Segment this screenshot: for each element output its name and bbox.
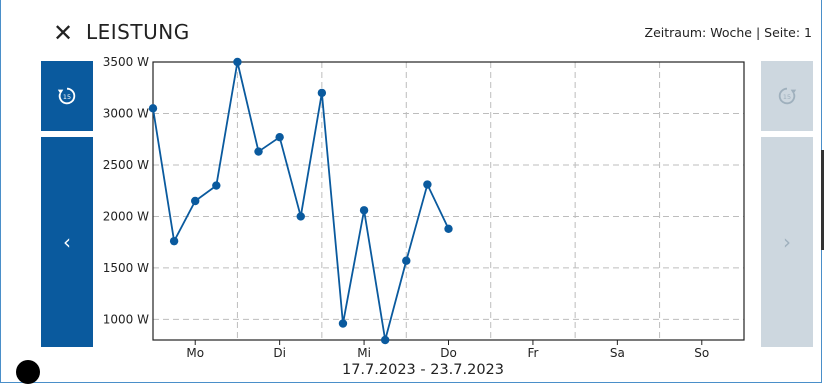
- data-point: [296, 212, 305, 221]
- x-tick-label: Di: [273, 346, 286, 360]
- y-tick-label: 1500 W: [103, 261, 149, 275]
- data-point: [191, 196, 200, 206]
- data-point: [338, 319, 348, 328]
- status-dot: [16, 360, 40, 384]
- data-point: [169, 236, 179, 246]
- y-tick-label: 2000 W: [103, 209, 149, 223]
- x-tick-label: Fr: [527, 346, 538, 360]
- previous-week-button[interactable]: ‹: [41, 137, 93, 347]
- x-tick-label: Mi: [357, 346, 371, 360]
- x-tick-label: Mo: [186, 346, 204, 360]
- history-back-icon: 15: [57, 87, 76, 105]
- y-tick-label: 3500 W: [103, 55, 149, 69]
- data-point: [423, 180, 432, 189]
- history-forward-icon: 15: [778, 87, 797, 105]
- y-tick-label: 3000 W: [103, 106, 149, 120]
- period-page-info: Zeitraum: Woche | Seite: 1: [644, 25, 812, 40]
- page-title: LEISTUNG: [86, 20, 190, 44]
- data-point: [212, 181, 221, 190]
- data-point: [275, 132, 284, 142]
- x-tick-label: Do: [440, 346, 457, 360]
- data-point: [254, 147, 263, 156]
- data-point: [402, 256, 411, 265]
- svg-text:15: 15: [63, 93, 71, 101]
- chevron-right-icon: ›: [783, 230, 791, 254]
- y-tick-label: 2500 W: [103, 158, 149, 172]
- date-range: 17.7.2023 - 23.7.2023: [341, 362, 505, 378]
- history-forward-button[interactable]: 15: [761, 61, 813, 131]
- data-point: [233, 57, 242, 67]
- data-point: [380, 335, 390, 345]
- chevron-left-icon: ‹: [63, 230, 71, 254]
- close-button[interactable]: ✕: [52, 19, 74, 47]
- plot-frame: [152, 61, 745, 341]
- close-icon: ✕: [52, 19, 74, 47]
- data-point: [317, 88, 327, 98]
- header-bar: ✕ LEISTUNG Zeitraum: Woche | Seite: 1: [0, 10, 824, 54]
- data-point: [148, 104, 158, 113]
- history-back-button[interactable]: 15: [41, 61, 93, 131]
- y-tick-label: 1000 W: [103, 312, 149, 326]
- data-point: [444, 224, 453, 233]
- x-tick-label: So: [694, 346, 709, 360]
- scrollbar[interactable]: [821, 150, 824, 250]
- data-point: [359, 206, 369, 215]
- x-tick-label: Sa: [610, 346, 625, 360]
- next-week-button[interactable]: ›: [761, 137, 813, 347]
- svg-text:15: 15: [783, 93, 791, 101]
